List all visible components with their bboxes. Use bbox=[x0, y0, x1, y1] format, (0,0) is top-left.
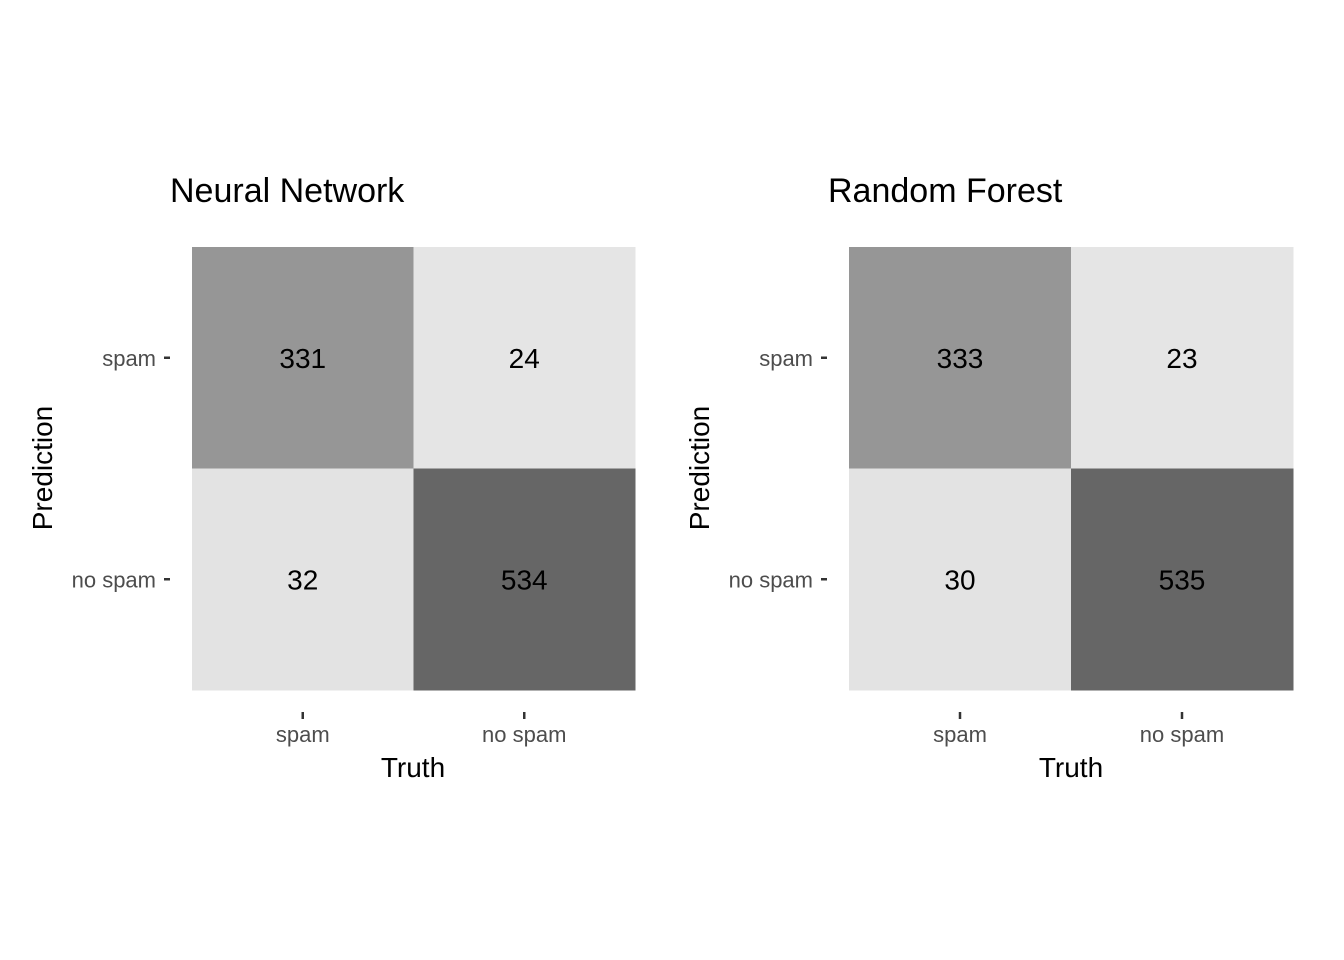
cell-value-label: 32 bbox=[287, 564, 318, 595]
heatmap-cell bbox=[849, 468, 1072, 691]
heatmap-cells: 331 24 32 534 spam no spam spam no spam bbox=[72, 247, 636, 747]
heatmap-cell bbox=[192, 468, 414, 691]
x-tick-label: spam bbox=[276, 722, 330, 747]
heatmap-cell bbox=[849, 247, 1072, 469]
x-tick-label: spam bbox=[933, 722, 987, 747]
y-axis-title: Prediction bbox=[27, 406, 58, 531]
y-axis-title: Prediction bbox=[684, 406, 715, 531]
cell-value-label: 333 bbox=[937, 343, 984, 374]
panel-title: Random Forest bbox=[828, 172, 1063, 210]
heatmap-cell bbox=[413, 468, 636, 691]
cell-value-label: 534 bbox=[501, 564, 548, 595]
heatmap-cells: 333 23 30 535 spam no spam spam no spam bbox=[729, 247, 1294, 747]
heatmap-cell bbox=[192, 247, 414, 469]
panel-title: Neural Network bbox=[170, 172, 405, 210]
cell-value-label: 30 bbox=[944, 564, 975, 595]
y-tick-label: spam bbox=[759, 346, 813, 371]
heatmap-cell bbox=[1071, 247, 1294, 469]
y-tick-label: no spam bbox=[72, 567, 156, 592]
x-tick-label: no spam bbox=[482, 722, 566, 747]
y-tick-label: no spam bbox=[729, 567, 813, 592]
y-tick-label: spam bbox=[102, 346, 156, 371]
heatmap-cell bbox=[413, 247, 636, 469]
x-axis-title: Truth bbox=[1039, 752, 1103, 783]
heatmap-cell bbox=[1071, 468, 1294, 691]
cell-value-label: 23 bbox=[1166, 343, 1197, 374]
cell-value-label: 535 bbox=[1159, 564, 1206, 595]
cell-value-label: 331 bbox=[279, 343, 326, 374]
x-axis-title: Truth bbox=[381, 752, 445, 783]
cell-value-label: 24 bbox=[509, 343, 540, 374]
x-tick-label: no spam bbox=[1140, 722, 1224, 747]
panel-random-forest: Random Forest Prediction Truth 333 23 30 53… bbox=[684, 172, 1294, 783]
panel-neural-network: Neural Network Prediction Truth 331 24 32 5… bbox=[27, 172, 636, 783]
